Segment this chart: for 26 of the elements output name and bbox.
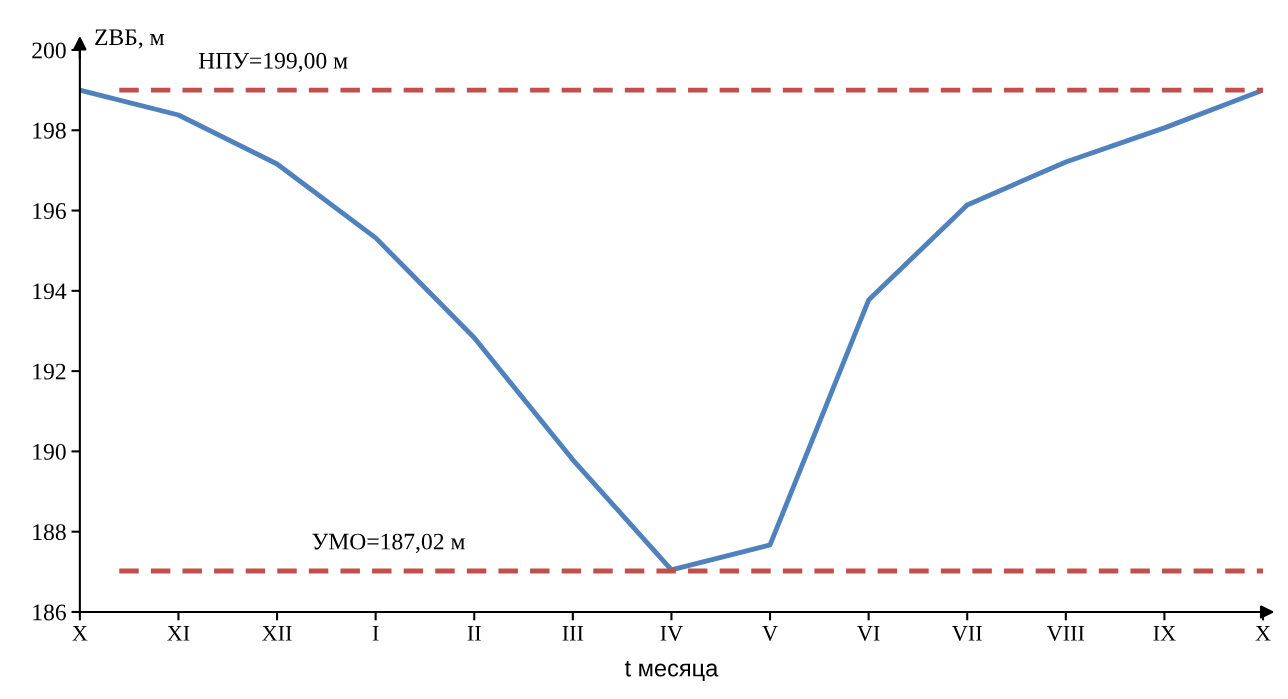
y-tick-label: 186: [33, 604, 66, 621]
ref-line-label: УМО=187,02 м: [312, 533, 465, 553]
x-tick-label: X: [72, 626, 88, 641]
x-tick-label: II: [467, 626, 481, 641]
y-tick-label: 192: [33, 363, 66, 380]
y-tick-label: 194: [33, 283, 67, 300]
x-tick-label: V: [762, 626, 778, 641]
x-tick-label: XII: [262, 626, 292, 641]
x-axis-title: t месяца: [624, 661, 719, 682]
y-tick-label: 200: [32, 42, 66, 59]
x-tick-label: IV: [660, 626, 683, 641]
ref-line-label: НПУ=199,00 м: [198, 52, 348, 73]
y-tick-label: 188: [33, 524, 66, 541]
line-series: [79, 87, 1264, 573]
y-tick-label: 196: [33, 203, 66, 219]
x-tick-label: I: [372, 626, 379, 641]
x-tick-label: IX: [1153, 626, 1176, 641]
y-tick-label: 190: [33, 443, 66, 460]
x-tick-label: VIII: [1046, 626, 1085, 641]
x-tick-label: XI: [167, 626, 190, 641]
x-tick-label: III: [562, 626, 584, 641]
x-tick-label: VI: [857, 626, 880, 641]
x-tick-label: VII: [952, 626, 982, 641]
y-axis-title: ZВБ, м: [95, 29, 164, 49]
x-tick-label: X: [1255, 626, 1271, 641]
y-tick-label: 198: [33, 122, 66, 139]
